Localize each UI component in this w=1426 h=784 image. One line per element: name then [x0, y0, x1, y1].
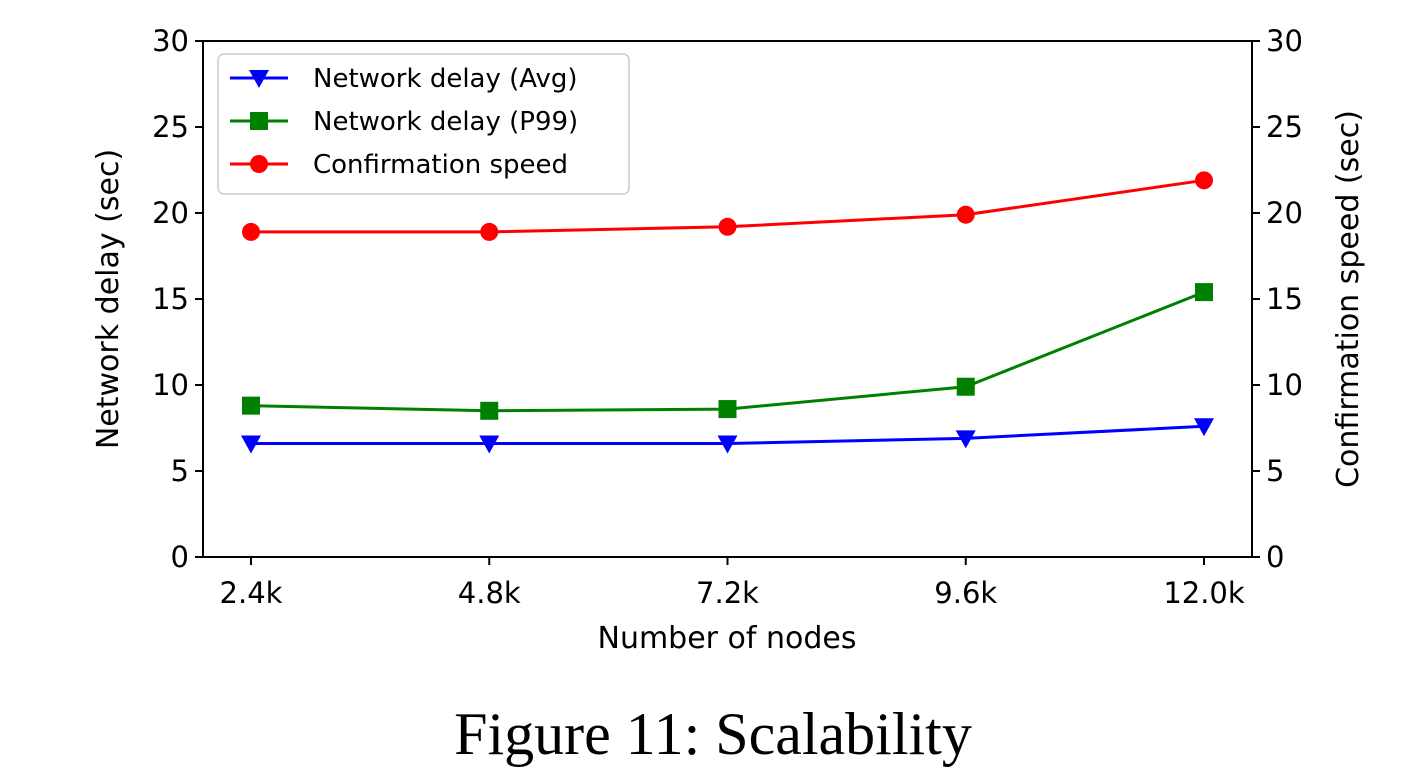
y-tick-label-left: 30 — [152, 24, 189, 58]
series-0 — [241, 418, 1214, 454]
data-point — [480, 401, 499, 420]
figure-caption: Figure 11: Scalability — [454, 701, 972, 767]
legend-marker — [250, 112, 268, 130]
y-tick-label-right: 15 — [1266, 282, 1303, 316]
y-tick-label-right: 20 — [1266, 196, 1303, 230]
data-point — [1195, 171, 1213, 190]
legend-label: Network delay (Avg) — [313, 64, 578, 94]
data-point — [718, 217, 737, 236]
data-point — [479, 435, 500, 454]
y-axis-label-right: Confirmation speed (sec) — [1331, 110, 1366, 488]
y-tick-label-right: 25 — [1266, 110, 1303, 144]
y-tick-label-right: 10 — [1266, 368, 1303, 402]
y-tick-label-left: 20 — [152, 196, 189, 230]
data-point — [1195, 283, 1213, 302]
legend-marker — [250, 155, 268, 173]
data-point — [242, 396, 260, 415]
y-tick-label-left: 10 — [152, 368, 189, 402]
data-point — [956, 205, 975, 224]
legend: Network delay (Avg) Network delay (P99) Co… — [217, 53, 630, 195]
chart: 2.4k 4.8k 7.2k 9.6k 12.0k 0 0 5 5 10 10 15 15 20 20 25 2… — [91, 24, 1366, 656]
y-tick-label-left: 15 — [152, 282, 189, 316]
data-point — [480, 222, 499, 241]
y-tick-label-right: 0 — [1266, 540, 1284, 574]
series-1 — [242, 283, 1213, 420]
series-line — [250, 290, 1205, 413]
legend-label: Confirmation speed — [313, 150, 568, 180]
data-point — [955, 430, 976, 449]
y-tick-label-left: 5 — [171, 454, 189, 488]
y-tick-label-right: 30 — [1266, 24, 1303, 58]
y-axis-label-left: Network delay (sec) — [91, 149, 126, 449]
data-point — [717, 435, 738, 454]
x-tick-label: 12.0k — [1163, 576, 1245, 610]
x-tick-label: 2.4k — [220, 576, 283, 610]
x-tick-label: 7.2k — [696, 576, 759, 610]
x-axis-label: Number of nodes — [598, 621, 857, 656]
legend-marker — [249, 70, 269, 88]
x-tick-label: 4.8k — [458, 576, 521, 610]
data-point — [956, 377, 975, 396]
data-point — [241, 435, 261, 454]
y-tick-label-left: 25 — [152, 110, 189, 144]
x-tick-label: 9.6k — [934, 576, 997, 610]
y-tick-label-left: 0 — [171, 540, 189, 574]
series-2 — [242, 171, 1213, 241]
data-point — [242, 222, 260, 241]
data-point — [718, 400, 737, 419]
data-point — [1194, 418, 1214, 437]
legend-label: Network delay (P99) — [313, 107, 578, 137]
y-tick-label-right: 5 — [1266, 454, 1284, 488]
